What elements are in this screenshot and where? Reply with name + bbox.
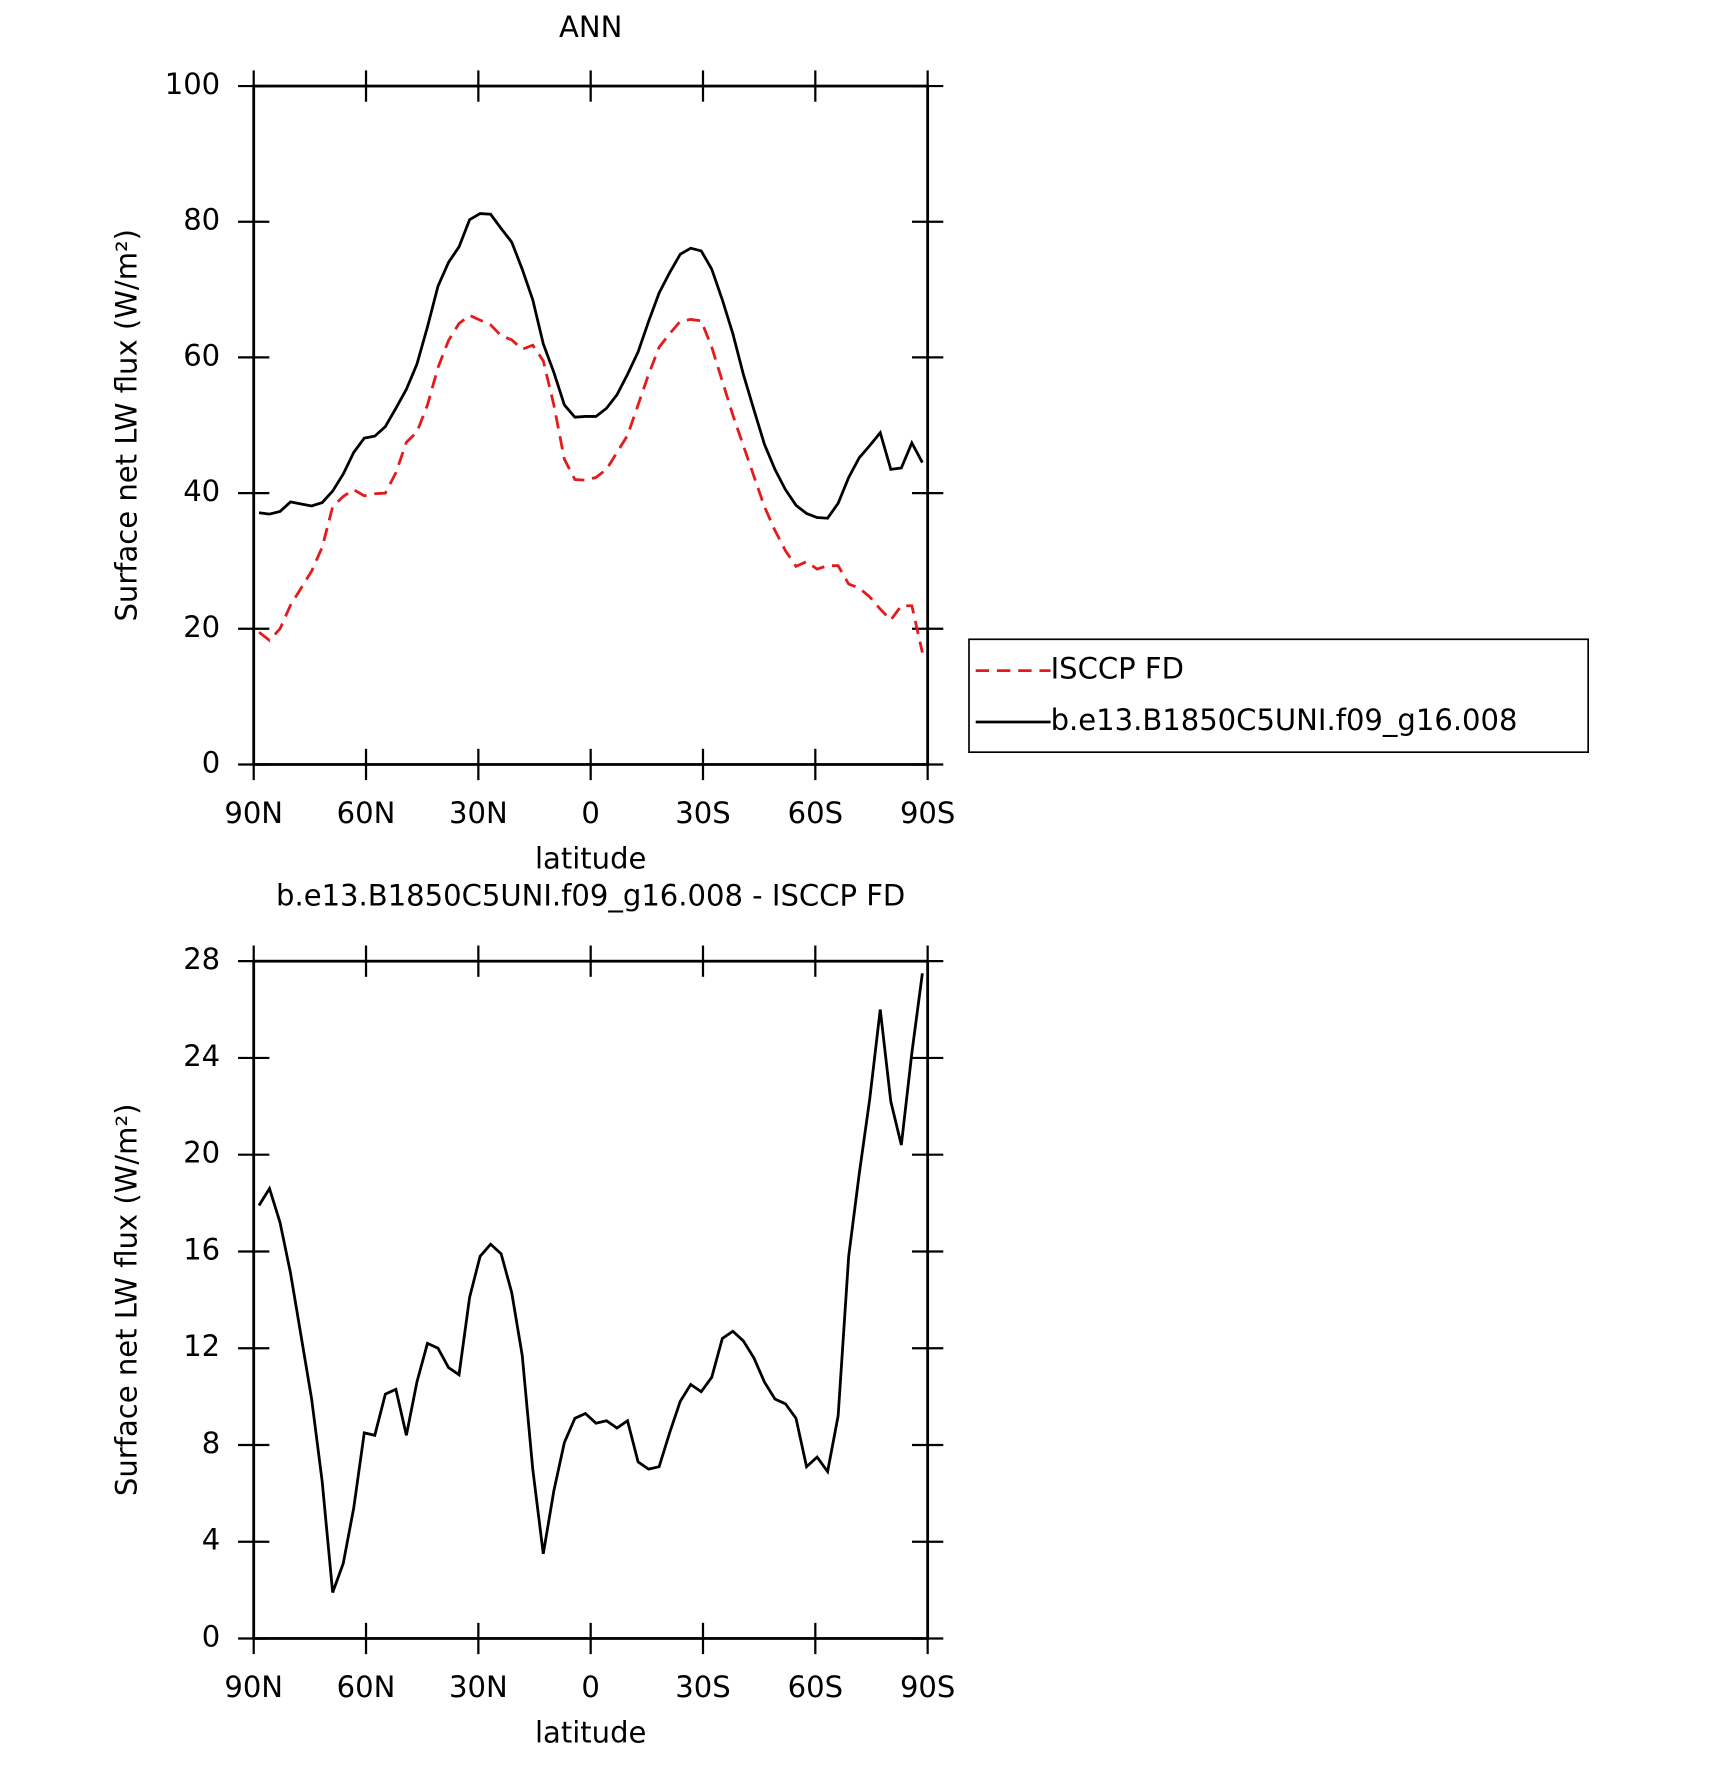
y-tick-label: 0 <box>202 745 220 779</box>
y-tick-label: 0 <box>202 1619 220 1653</box>
x-tick-label: 0 <box>581 796 599 830</box>
x-tick-label: 90N <box>224 1670 283 1704</box>
y-tick-label: 100 <box>165 67 220 101</box>
y-tick-label: 16 <box>183 1232 220 1266</box>
y-tick-label: 80 <box>183 203 220 237</box>
chart-title: b.e13.B1850C5UNI.f09_g16.008 - ISCCP FD <box>276 878 905 912</box>
x-tick-label: 30N <box>449 796 508 830</box>
x-tick-label: 60S <box>788 796 843 830</box>
y-tick-label: 12 <box>183 1329 220 1363</box>
x-tick-label: 0 <box>581 1670 599 1704</box>
series-line <box>257 973 924 1593</box>
y-tick-label: 28 <box>183 942 220 976</box>
chart-title: ANN <box>559 10 622 44</box>
series-line <box>258 212 924 520</box>
x-axis-label: latitude <box>535 842 646 876</box>
x-tick-label: 30S <box>675 796 730 830</box>
x-tick-label: 60S <box>788 1670 843 1704</box>
y-axis-label: Surface net LW flux (W/m²) <box>110 229 144 622</box>
legend-label: b.e13.B1850C5UNI.f09_g16.008 <box>1051 703 1518 737</box>
legend-box <box>968 638 1590 754</box>
x-tick-label: 90S <box>900 796 955 830</box>
y-tick-label: 20 <box>183 610 220 644</box>
y-tick-label: 60 <box>183 338 220 372</box>
y-axis-label: Surface net LW flux (W/m²) <box>110 1104 144 1497</box>
x-axis-label: latitude <box>535 1716 646 1750</box>
x-tick-label: 90S <box>900 1670 955 1704</box>
x-tick-label: 30N <box>449 1670 508 1704</box>
plot-frame <box>252 959 930 1640</box>
y-tick-label: 40 <box>183 474 220 508</box>
y-tick-label: 8 <box>202 1426 220 1460</box>
x-tick-label: 60N <box>337 796 396 830</box>
plot-frame <box>252 84 930 766</box>
y-tick-label: 24 <box>183 1039 220 1073</box>
x-tick-label: 90N <box>224 796 283 830</box>
y-tick-label: 20 <box>183 1136 220 1170</box>
series-line <box>258 313 924 653</box>
y-tick-label: 4 <box>202 1523 220 1557</box>
x-tick-label: 60N <box>337 1670 396 1704</box>
x-tick-label: 30S <box>675 1670 730 1704</box>
legend-label: ISCCP FD <box>1051 652 1184 686</box>
